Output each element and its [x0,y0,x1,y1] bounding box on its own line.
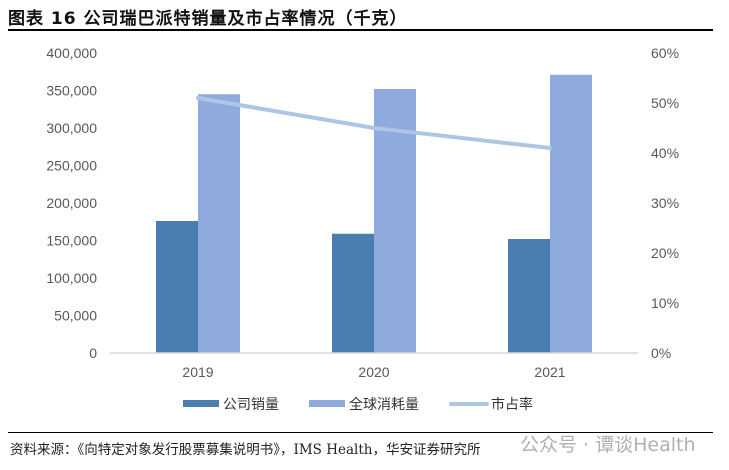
legend-swatch-全球消耗量 [309,400,345,407]
x-tick-label: 2021 [534,364,565,380]
right-tick-label: 50% [651,95,679,111]
right-axis-ticks: 0% 10% 20% 30% 40% 50% 60% [651,45,679,361]
legend: 公司销量 全球消耗量 市占率 [183,396,533,413]
left-tick-label: 250,000 [46,158,97,174]
legend-swatch-公司销量 [183,400,219,407]
bar-公司销量-2021 [508,239,550,353]
chart-title: 图表 16 公司瑞巴派特销量及市占率情况（千克） [8,9,408,29]
right-tick-label: 0% [651,345,671,361]
bar-全球消耗量-2021 [550,74,592,353]
bar-series [156,74,592,353]
right-tick-label: 20% [651,245,679,261]
left-tick-label: 300,000 [46,120,97,136]
left-tick-label: 0 [89,345,97,361]
bar-公司销量-2020 [332,233,374,353]
legend-label: 市占率 [491,396,533,413]
right-tick-label: 40% [651,145,679,161]
legend-label: 全球消耗量 [349,396,419,413]
x-tick-label: 2019 [182,364,213,380]
legend-label: 公司销量 [223,397,279,413]
left-tick-label: 100,000 [46,270,97,286]
left-tick-label: 200,000 [46,195,97,211]
watermark: 公众号 · 谭谈Health [520,434,696,456]
left-tick-label: 50,000 [54,308,97,324]
chart-area: 0 50,000 100,000 150,000 200,000 250,000 300,0… [46,45,679,413]
left-tick-label: 350,000 [46,83,97,99]
left-tick-label: 400,000 [46,45,97,61]
right-tick-label: 60% [651,45,679,61]
footer-divider [8,432,713,433]
bar-公司销量-2019 [156,221,198,353]
right-tick-label: 30% [651,195,679,211]
left-axis-ticks: 0 50,000 100,000 150,000 200,000 250,000 300,0… [46,45,97,361]
title-divider [8,29,713,31]
line-series [196,96,552,150]
right-tick-label: 10% [651,295,679,311]
x-axis-ticks: 2019 2020 2021 [182,364,565,380]
left-tick-label: 150,000 [46,233,97,249]
x-tick-label: 2020 [358,364,389,380]
source-note: 资料来源：《向特定对象发行股票募集说明书》，IMS Health，华安证券研究所 [10,442,481,458]
bar-全球消耗量-2019 [198,94,240,353]
